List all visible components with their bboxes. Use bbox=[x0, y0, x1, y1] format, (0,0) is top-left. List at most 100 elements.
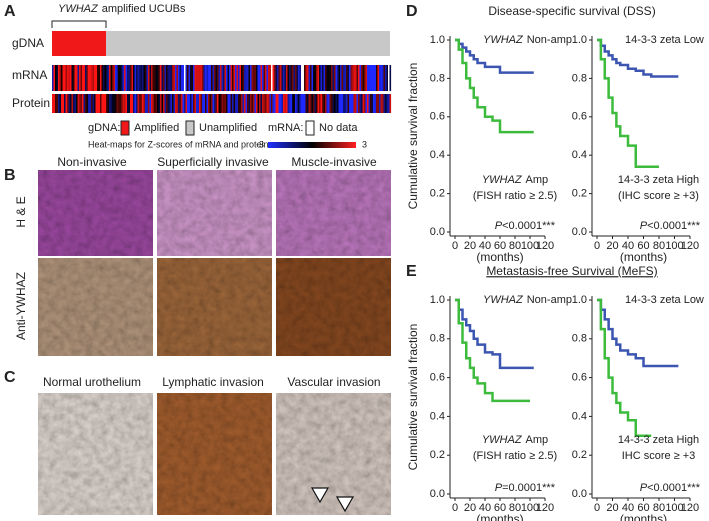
heatmap-cell bbox=[191, 94, 194, 113]
heatmap-cell bbox=[119, 94, 122, 113]
y-tick-label: 0.8 bbox=[430, 333, 445, 345]
heatmap-cell bbox=[218, 65, 221, 91]
heatmap-cell bbox=[298, 65, 300, 91]
heatmap-cell bbox=[329, 94, 332, 113]
micrograph-texture bbox=[276, 258, 391, 356]
heatmap-cell bbox=[377, 94, 380, 113]
heatmap-cell bbox=[355, 94, 357, 113]
heatmap-cell bbox=[76, 65, 78, 91]
heatmap-cell bbox=[349, 65, 351, 91]
p-value-symbol: P bbox=[640, 220, 648, 232]
x-tick-label: 80 bbox=[653, 502, 665, 514]
heatmap-cell bbox=[256, 65, 258, 91]
heatmap-cell bbox=[380, 65, 383, 91]
heatmap-cell bbox=[178, 94, 180, 113]
heatmap-cell bbox=[224, 94, 227, 113]
heatmap-cell bbox=[289, 94, 291, 113]
heatmap-cell bbox=[233, 65, 236, 91]
heatmap-cell bbox=[281, 94, 284, 113]
heatmap-cell bbox=[388, 65, 390, 91]
y-tick-label: 0.8 bbox=[572, 333, 587, 345]
heatmap-cell bbox=[163, 65, 165, 91]
heatmap-cell bbox=[133, 65, 135, 91]
heatmap-cell bbox=[115, 94, 117, 113]
panel-label: B bbox=[4, 167, 16, 184]
heatmap-cell bbox=[373, 65, 375, 91]
heatmap-cell bbox=[302, 94, 305, 113]
heatmap-cell bbox=[247, 65, 249, 91]
heatmap-cell bbox=[227, 94, 230, 113]
legend-text: Unamplified bbox=[199, 122, 257, 134]
heatmap-cell bbox=[124, 94, 126, 113]
heatmap-cell bbox=[350, 65, 353, 91]
heatmap-cell bbox=[142, 65, 144, 91]
heatmap-cell bbox=[77, 65, 80, 91]
heatmap-cell bbox=[128, 94, 131, 113]
heatmap-cell bbox=[332, 65, 335, 91]
heatmap-cell bbox=[73, 65, 75, 91]
heatmap-cell bbox=[310, 65, 312, 91]
heatmap-cell bbox=[236, 65, 239, 91]
heatmap-cell bbox=[248, 65, 251, 91]
y-tick-label: 0.8 bbox=[572, 72, 587, 84]
heatmap-cell bbox=[274, 65, 276, 91]
heatmap-cell bbox=[220, 65, 222, 91]
y-axis-label: Cumulative survival fraction bbox=[406, 324, 420, 471]
micrograph-texture bbox=[157, 170, 272, 256]
heatmap-cell bbox=[280, 65, 282, 91]
heatmap-cell bbox=[164, 65, 167, 91]
heatmap-cell bbox=[350, 94, 353, 113]
heatmap-cell bbox=[382, 65, 384, 91]
heatmap-cell bbox=[143, 65, 146, 91]
p-value-symbol: P bbox=[495, 482, 503, 494]
x-tick-label: 0 bbox=[594, 502, 600, 514]
y-tick-label: 0.0 bbox=[572, 488, 587, 500]
heatmap-cell bbox=[67, 65, 69, 91]
heatmap-cell bbox=[356, 94, 359, 113]
heatmap-cell bbox=[157, 94, 159, 113]
heatmap-cell bbox=[310, 94, 312, 113]
heatmap-cell bbox=[209, 94, 212, 113]
heatmap-cell bbox=[157, 65, 159, 91]
heatmap-cell bbox=[59, 94, 62, 113]
x-tick-label: 100 bbox=[665, 502, 683, 514]
heatmap-cell bbox=[70, 94, 72, 113]
heatmap-cell bbox=[389, 94, 392, 113]
heatmap-cell bbox=[275, 65, 278, 91]
heatmap-cell bbox=[256, 94, 258, 113]
y-tick-label: 0.4 bbox=[572, 410, 587, 422]
heatmap-cell bbox=[109, 65, 111, 91]
y-tick-label: 0.4 bbox=[430, 410, 445, 422]
colorbar-max: 3 bbox=[362, 139, 367, 149]
micrograph-texture bbox=[157, 258, 272, 356]
heatmap-cell bbox=[122, 65, 125, 91]
heatmap-cell bbox=[170, 94, 173, 113]
heatmap-cell bbox=[214, 65, 216, 91]
heatmap-cell bbox=[263, 94, 266, 113]
heatmap-cell bbox=[319, 65, 321, 91]
heatmap-cell bbox=[295, 65, 297, 91]
p-value-text: <0.0001*** bbox=[647, 220, 701, 232]
survival-curve bbox=[597, 298, 679, 368]
heatmap-cell bbox=[326, 65, 329, 91]
heatmap-cell bbox=[224, 65, 227, 91]
heatmap-cell bbox=[155, 94, 158, 113]
heatmap-cell bbox=[76, 94, 78, 113]
heatmap-cell bbox=[301, 94, 303, 113]
heatmap-cell bbox=[355, 65, 357, 91]
row-label: Anti-YWHAZ bbox=[14, 272, 28, 340]
series-label-name: Amp bbox=[526, 174, 549, 186]
y-tick-label: 0.6 bbox=[430, 372, 445, 384]
heatmap-cell bbox=[322, 65, 324, 91]
heatmap-cell bbox=[148, 65, 150, 91]
column-label: Superficially invasive bbox=[157, 155, 269, 169]
heatmap-cell bbox=[272, 65, 275, 91]
heatmap-cell bbox=[188, 65, 191, 91]
heatmap-cell bbox=[254, 65, 257, 91]
legend-text: Amplified bbox=[134, 122, 179, 134]
heatmap-cell bbox=[133, 94, 135, 113]
heatmap-cell bbox=[65, 94, 68, 113]
heatmap-cell bbox=[55, 65, 57, 91]
heatmap-cell bbox=[53, 65, 56, 91]
heatmap-cell bbox=[82, 94, 84, 113]
